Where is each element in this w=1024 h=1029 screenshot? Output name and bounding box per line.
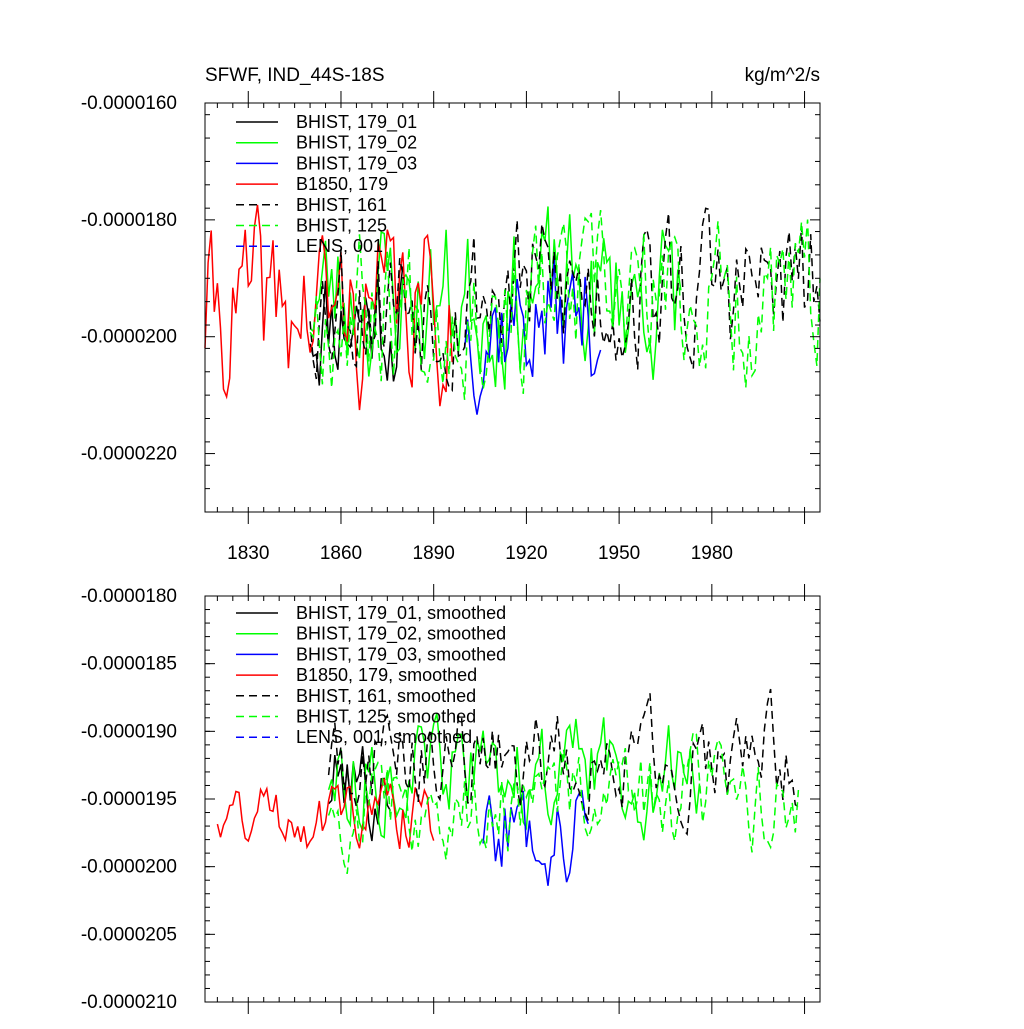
y-tick-label: -0.0000200 xyxy=(81,327,177,348)
series-line-1 xyxy=(327,713,701,841)
series-line-3 xyxy=(216,778,435,850)
y-tick-label: -0.0000220 xyxy=(81,444,177,465)
series-line-2 xyxy=(482,789,589,886)
y-tick-label: -0.0000195 xyxy=(81,789,177,810)
series-line-0 xyxy=(309,266,404,386)
chart-title: SFWF, IND_44S-18S xyxy=(205,65,385,86)
y-tick-label: -0.0000200 xyxy=(81,857,177,878)
x-tick-label: 1920 xyxy=(505,543,547,564)
legend-label: LENS, 001 xyxy=(296,236,383,256)
legend-label: BHIST, 179_03 xyxy=(296,153,417,174)
series-group xyxy=(204,204,821,415)
legend-label: LENS, 001, smoothed xyxy=(296,727,472,747)
series-line-5 xyxy=(327,730,800,875)
legend-label: B1850, 179, smoothed xyxy=(296,665,477,685)
x-tick-label: 1830 xyxy=(227,543,269,564)
x-tick-label: 1890 xyxy=(413,543,455,564)
bottom-panel: -0.0000210 -0.0000205 -0.0000200 -0.0000195… xyxy=(81,584,821,1014)
legend-label: BHIST, 161 xyxy=(296,195,387,215)
plot-frame xyxy=(204,102,821,513)
legend-label: BHIST, 179_01, smoothed xyxy=(296,603,506,624)
y-tick-label: -0.0000205 xyxy=(81,924,177,945)
y-tick-label: -0.0000185 xyxy=(81,654,177,675)
legend-label: BHIST, 179_02 xyxy=(296,133,417,154)
top-panel: -0.0000220 -0.0000200 -0.0000180 -0.0000160… xyxy=(81,65,821,564)
legend-label: BHIST, 179_02, smoothed xyxy=(296,624,506,645)
series-line-2 xyxy=(463,257,602,415)
series-line-5 xyxy=(309,210,821,400)
x-tick-label: 1860 xyxy=(320,543,362,564)
y-tick-label: -0.0000190 xyxy=(81,721,177,742)
y-tick-label: -0.0000180 xyxy=(81,586,177,607)
x-tick-label: 1980 xyxy=(691,543,733,564)
legend-label: B1850, 179 xyxy=(296,174,388,194)
legend-label: BHIST, 161, smoothed xyxy=(296,686,476,706)
units-label: kg/m^2/s xyxy=(745,65,820,86)
series-line-4 xyxy=(327,688,799,837)
legend-label: BHIST, 125 xyxy=(296,216,387,236)
y-tick-label: -0.0000160 xyxy=(81,93,177,114)
y-tick-label: -0.0000180 xyxy=(81,210,177,231)
x-tick-label: 1950 xyxy=(598,543,640,564)
legend-label: BHIST, 125, smoothed xyxy=(296,707,476,727)
legend-label: BHIST, 179_01 xyxy=(296,112,417,133)
series-line-1 xyxy=(309,206,682,390)
y-tick-label: -0.0000210 xyxy=(81,992,177,1013)
series-group xyxy=(216,688,800,886)
series-line-4 xyxy=(309,207,821,393)
legend-label: BHIST, 179_03, smoothed xyxy=(296,644,506,665)
series-line-3 xyxy=(204,204,453,411)
